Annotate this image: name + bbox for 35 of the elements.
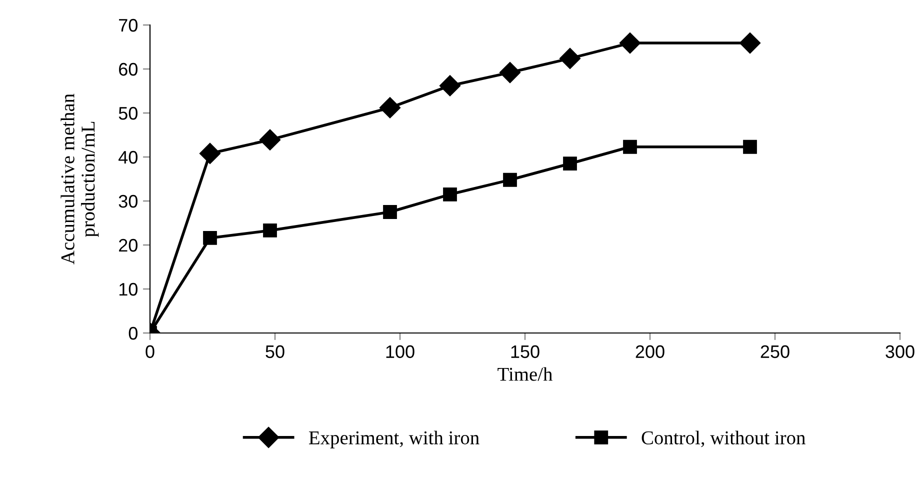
x-tick-label: 250: [760, 345, 790, 358]
point: [499, 62, 521, 84]
y-tick-label: 20: [119, 238, 138, 252]
point: [739, 32, 761, 54]
point: [379, 97, 401, 118]
point: [559, 48, 581, 69]
point: [563, 156, 577, 171]
y-tick-label: 70: [119, 18, 138, 32]
y-tick-label: 30: [118, 194, 138, 208]
point: [743, 140, 757, 154]
point: [203, 231, 217, 245]
point: [619, 32, 641, 54]
point: [199, 142, 221, 164]
y-axis-title: Accumulative methan production/mL: [60, 94, 99, 264]
x-tick-label: 150: [511, 345, 540, 358]
y-tick-label: 0: [128, 326, 138, 340]
y-tick-label: 50: [118, 106, 138, 120]
x-tick-label: 50: [266, 345, 284, 358]
legend-label: Control, without iron: [642, 430, 806, 448]
legend-label: Experiment, with iron: [308, 430, 480, 448]
x-tick-label: 100: [386, 345, 414, 358]
y-tick-label: 40: [118, 150, 138, 164]
x-tick-label: 0: [146, 345, 154, 358]
y-tick-label: 10: [119, 282, 138, 296]
x-tick-label: 300: [886, 345, 914, 358]
x-axis-title: Time/h: [498, 367, 552, 381]
point: [259, 129, 281, 150]
point: [503, 172, 517, 187]
point: [623, 140, 637, 154]
point: [263, 224, 277, 238]
point: [383, 205, 397, 219]
point: [439, 75, 461, 96]
y-tick-label: 60: [119, 62, 138, 76]
x-tick-label: 200: [636, 345, 664, 358]
point: [443, 187, 457, 202]
